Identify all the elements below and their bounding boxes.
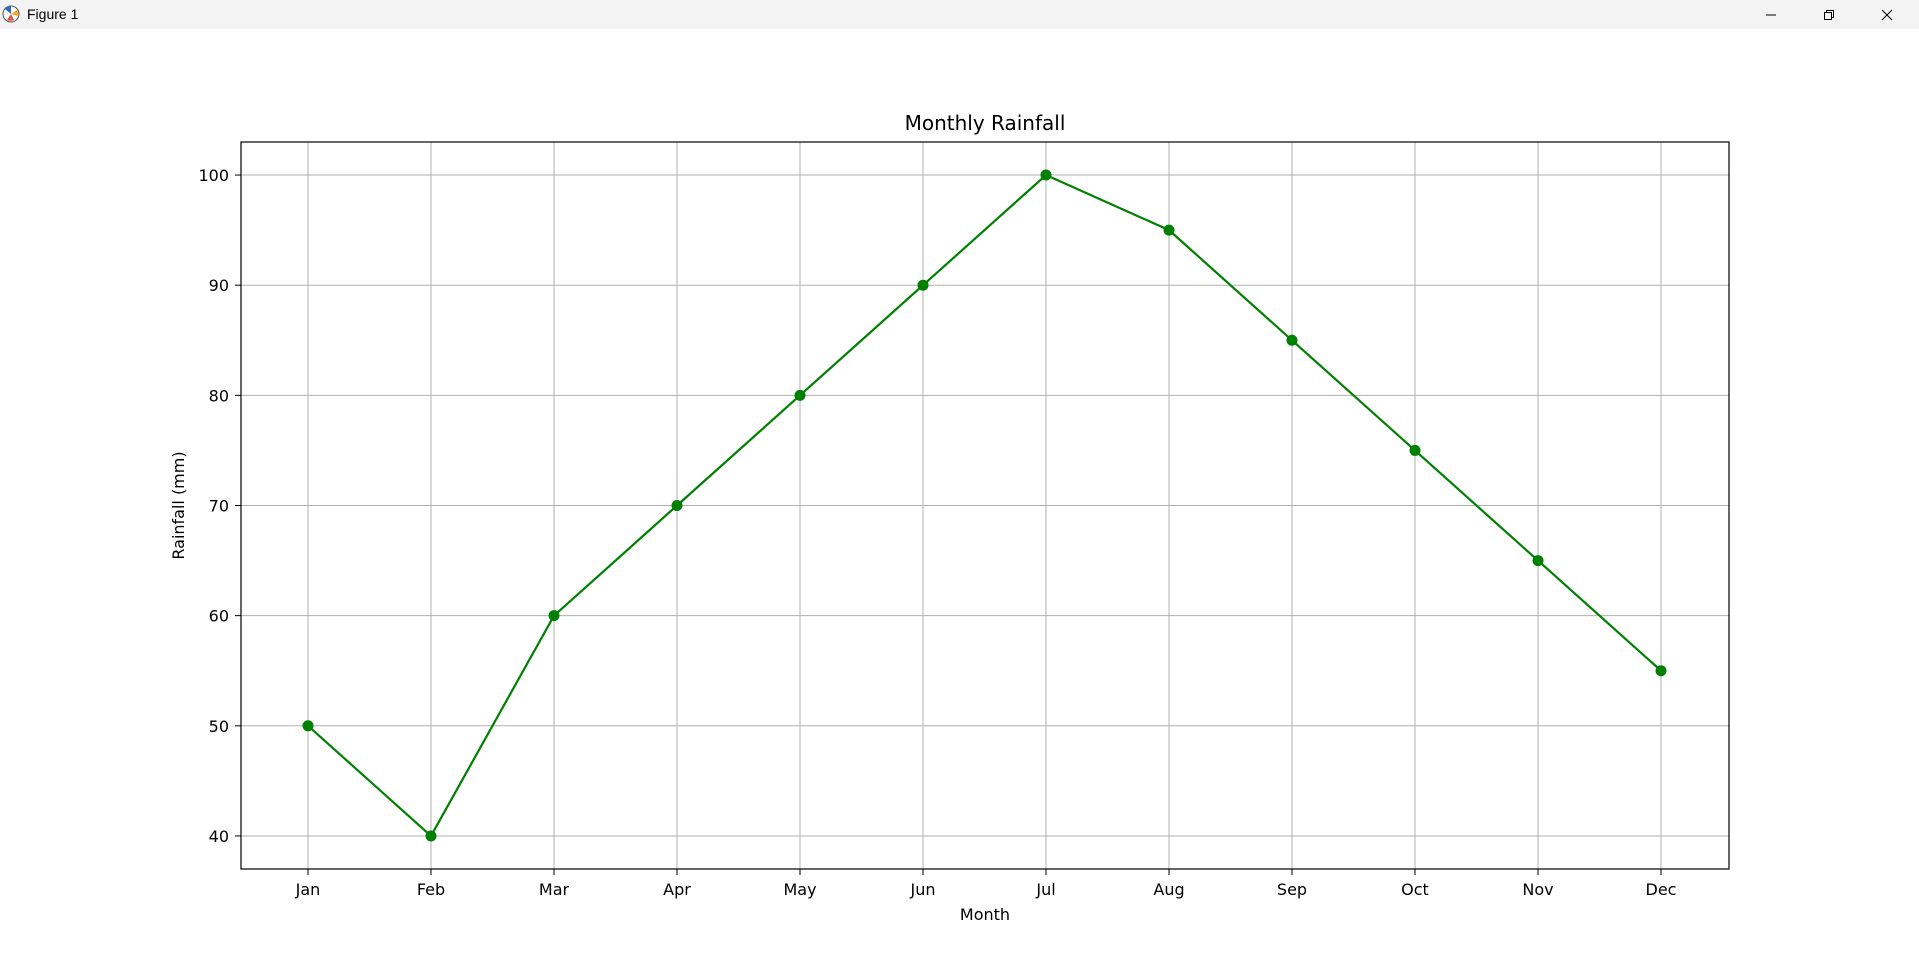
y-tick-label: 90	[209, 276, 229, 295]
series-layer	[302, 169, 1667, 842]
y-tick-label: 80	[209, 386, 229, 405]
data-point-sep	[1286, 334, 1298, 346]
chart-title: Monthly Rainfall	[905, 111, 1066, 135]
x-tick-label: Jun	[910, 880, 936, 899]
window-titlebar: Figure 1	[0, 0, 1919, 29]
data-point-oct	[1409, 444, 1421, 456]
x-tick-label: Feb	[417, 880, 445, 899]
x-tick-label: Jul	[1035, 880, 1055, 899]
data-point-aug	[1163, 224, 1175, 236]
y-tick-label: 40	[209, 827, 229, 846]
data-point-jul	[1040, 169, 1052, 181]
y-tick-label: 70	[209, 497, 229, 516]
x-tick-label: Sep	[1277, 880, 1307, 899]
x-tick-label: Aug	[1153, 880, 1184, 899]
x-tick-label: Apr	[663, 880, 691, 899]
data-point-jan	[302, 720, 314, 732]
y-tick-label: 60	[209, 607, 229, 626]
data-point-mar	[548, 610, 560, 622]
x-tick-label: Nov	[1522, 880, 1553, 899]
x-tick-label: Jan	[295, 880, 321, 899]
y-tick-label: 50	[209, 717, 229, 736]
ticks-layer: Jan Feb Mar Apr May Jun Jul Aug Sep Oct Nov Dec 40 50…	[198, 166, 1676, 899]
data-point-feb	[425, 830, 437, 842]
restore-icon	[1824, 9, 1834, 20]
matplotlib-figure-icon	[2, 5, 20, 23]
x-axis-label: Month	[960, 905, 1010, 924]
maximize-button[interactable]	[1800, 0, 1858, 29]
window-title: Figure 1	[27, 6, 79, 22]
data-point-dec	[1655, 665, 1667, 677]
close-icon	[1881, 9, 1893, 20]
data-point-nov	[1532, 555, 1544, 567]
close-button[interactable]	[1858, 0, 1916, 29]
grid-layer	[241, 142, 1729, 869]
x-tick-label: Oct	[1401, 880, 1429, 899]
series-line	[307, 173, 1662, 838]
x-tick-label: Dec	[1646, 880, 1677, 899]
y-tick-label: 100	[198, 166, 229, 185]
minimize-icon	[1766, 14, 1776, 15]
x-tick-label: Mar	[539, 880, 570, 899]
minimize-button[interactable]	[1742, 0, 1800, 29]
x-tick-label: May	[783, 880, 816, 899]
chart-figure: Jan Feb Mar Apr May Jun Jul Aug Sep Oct Nov Dec 40 50…	[169, 111, 1730, 924]
data-point-jun	[917, 279, 929, 291]
y-axis-label: Rainfall (mm)	[169, 451, 188, 559]
data-point-apr	[671, 500, 683, 511]
data-point-may	[794, 389, 806, 401]
